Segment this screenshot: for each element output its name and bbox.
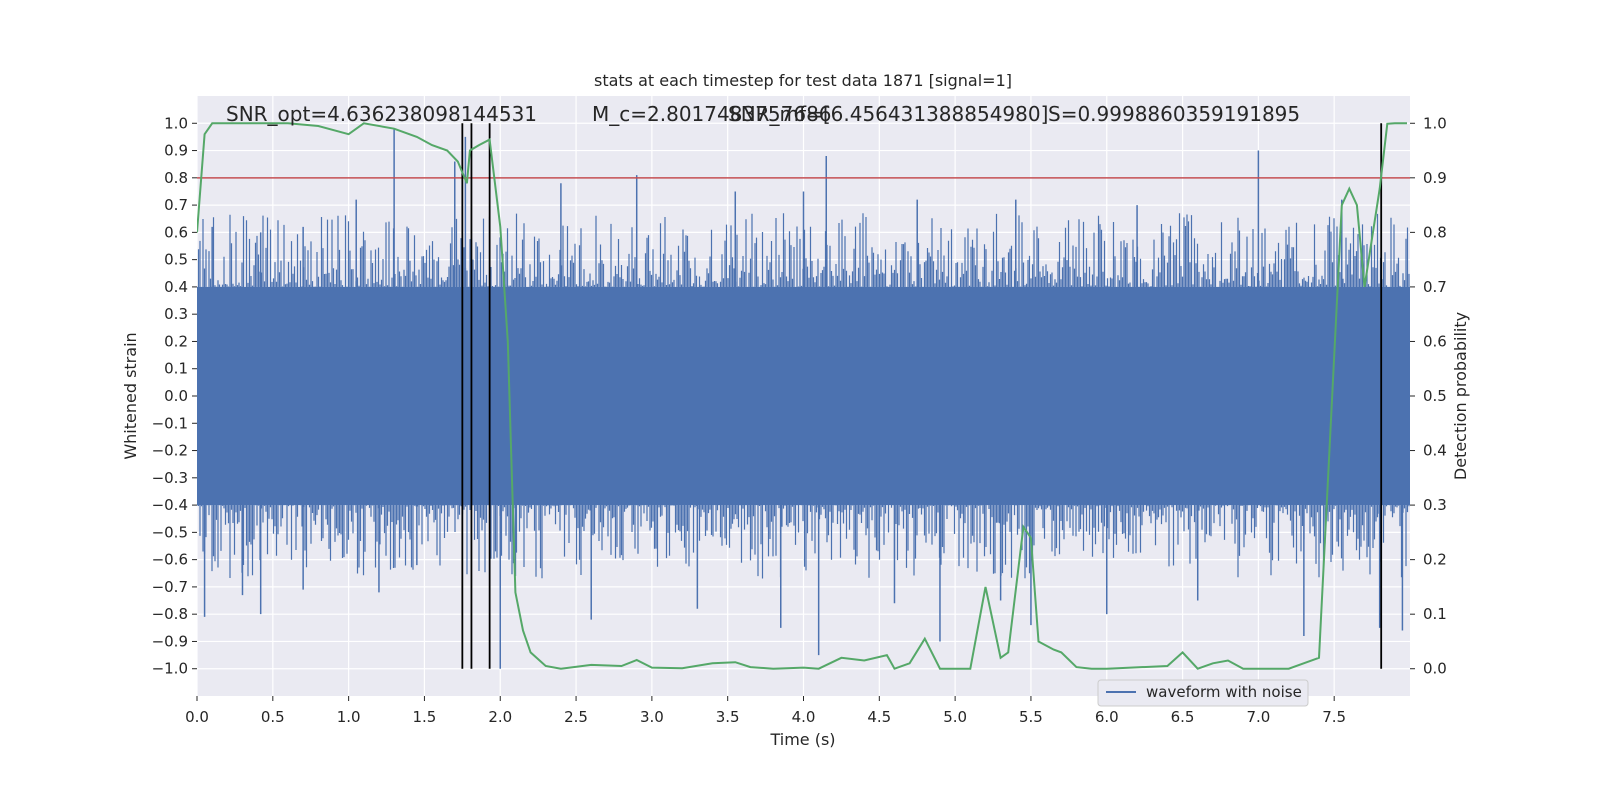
x-tick-label: 0.5 [261, 708, 285, 726]
y-tick-label: 0.0 [164, 387, 188, 405]
y-ticks: 1.0 0.9 0.8 0.7 0.6 0.5 0.4 0.3 0.2 0.1 0.0 −0.1 −0.… [152, 114, 197, 678]
x-tick-label: 1.5 [413, 708, 437, 726]
y2-tick-label: 0.9 [1423, 169, 1447, 187]
legend: waveform with noise [1097, 679, 1309, 707]
x-tick-label: 3.5 [716, 708, 740, 726]
y-tick-label: 1.0 [164, 114, 188, 132]
y2-tick-label: 0.4 [1423, 442, 1447, 460]
y-tick-label: −1.0 [152, 660, 188, 678]
snr-mf-annotation: SNR_mf=[6.456431388854980] [728, 102, 1048, 126]
y-tick-label: −0.1 [152, 414, 188, 432]
snr-opt-annotation: SNR_opt=4.636238098144531 [226, 102, 537, 126]
x-tick-label: 5.0 [943, 708, 967, 726]
y2-tick-label: 0.3 [1423, 496, 1447, 514]
detection-statistic-annotation: S=0.9998860359191895 [1048, 102, 1300, 126]
x-tick-label: 6.5 [1171, 708, 1195, 726]
chirp-mass-annotation: M_c=2.8017483757686 [592, 102, 832, 126]
y2-ticks: 1.0 0.9 0.8 0.7 0.6 0.5 0.4 0.3 0.2 0.1 0.0 [1410, 114, 1447, 678]
y-tick-label: −0.7 [152, 578, 188, 596]
legend-label: waveform with noise [1146, 683, 1302, 701]
x-tick-label: 1.0 [337, 708, 361, 726]
noise-band [197, 128, 1410, 669]
y-tick-label: −0.9 [152, 632, 188, 650]
x-ticks: 0.0 0.5 1.0 1.5 2.0 2.5 3.0 3.5 4.0 4.5 5.0 5.5 6.0 6… [185, 696, 1346, 726]
x-tick-label: 2.0 [488, 708, 512, 726]
x-tick-label: 2.5 [564, 708, 588, 726]
y-tick-label: 0.3 [164, 305, 188, 323]
detection-probability-line [197, 122, 1407, 670]
y-tick-label: 0.5 [164, 251, 188, 269]
y2-tick-label: 1.0 [1423, 114, 1447, 132]
chart-title: stats at each timestep for test data 187… [594, 71, 1012, 90]
y-tick-label: −0.2 [152, 442, 188, 460]
y2-tick-label: 0.1 [1423, 605, 1447, 623]
y-tick-label: 0.8 [164, 169, 188, 187]
y-tick-label: 0.6 [164, 223, 188, 241]
x-tick-label: 3.0 [640, 708, 664, 726]
x-tick-label: 4.5 [867, 708, 891, 726]
x-tick-label: 7.5 [1322, 708, 1346, 726]
x-tick-label: 6.0 [1095, 708, 1119, 726]
event-lines [461, 123, 1383, 669]
y-axis-label: Whitened strain [121, 332, 140, 459]
y-tick-label: 0.2 [164, 332, 188, 350]
y2-tick-label: 0.0 [1423, 660, 1447, 678]
y-tick-label: 0.7 [164, 196, 188, 214]
y-tick-label: 0.9 [164, 142, 188, 160]
y2-tick-label: 0.6 [1423, 332, 1447, 350]
y-tick-label: −0.3 [152, 469, 188, 487]
y2-tick-label: 0.5 [1423, 387, 1447, 405]
detection-probability-series [197, 122, 1407, 670]
y-tick-label: 0.4 [164, 278, 188, 296]
x-tick-label: 5.5 [1019, 708, 1043, 726]
y-tick-label: −0.4 [152, 496, 188, 514]
y-tick-label: −0.6 [152, 551, 188, 569]
y2-tick-label: 0.7 [1423, 278, 1447, 296]
x-tick-label: 7.0 [1246, 708, 1270, 726]
legend-box [1097, 679, 1309, 707]
y-tick-label: −0.5 [152, 523, 188, 541]
y-tick-label: 0.1 [164, 360, 188, 378]
y2-tick-label: 0.2 [1423, 551, 1447, 569]
y2-axis-label: Detection probability [1451, 312, 1470, 480]
y-tick-label: −0.8 [152, 605, 188, 623]
x-axis-label: Time (s) [769, 730, 835, 749]
x-tick-label: 4.0 [792, 708, 816, 726]
y2-tick-label: 0.8 [1423, 223, 1447, 241]
x-tick-label: 0.0 [185, 708, 209, 726]
